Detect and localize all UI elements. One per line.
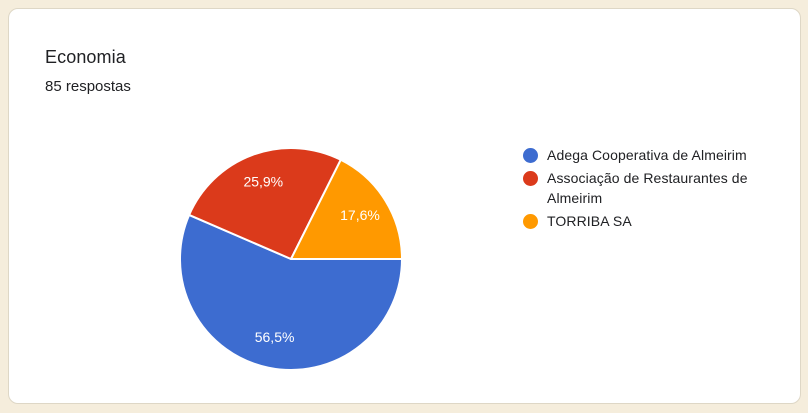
slice-percentage-label: 17,6% xyxy=(340,207,380,223)
slice-percentage-label: 25,9% xyxy=(243,174,283,190)
legend-label: Associação de Restaurantes de Almeirim xyxy=(547,170,748,206)
pie-slice-2[interactable] xyxy=(290,158,403,260)
legend-item: TORRIBA SA xyxy=(523,211,785,231)
legend-item: Adega Cooperativa de Almeirim xyxy=(523,145,785,165)
pie-slice-0[interactable] xyxy=(179,213,403,372)
pie-chart: 56,5% 25,9% 17,6% xyxy=(179,146,403,372)
legend-color-dot xyxy=(523,213,538,229)
legend-item: Associação de Restaurantes de Almeirim xyxy=(523,168,785,208)
legend-color-dot xyxy=(523,147,538,163)
responses-count: 85 respostas xyxy=(45,78,131,95)
legend-label: TORRIBA SA xyxy=(547,213,632,229)
chart-title: Economia xyxy=(45,47,126,67)
chart-card: Economia 85 respostas 56,5% 25,9% 17,6% Ad… xyxy=(8,8,801,404)
slice-percentage-label: 56,5% xyxy=(255,329,295,345)
legend: Adega Cooperativa de Almeirim Associação … xyxy=(523,145,785,234)
pie-slice-1[interactable] xyxy=(188,146,342,260)
legend-label: Adega Cooperativa de Almeirim xyxy=(547,147,747,163)
legend-color-dot xyxy=(523,170,538,186)
